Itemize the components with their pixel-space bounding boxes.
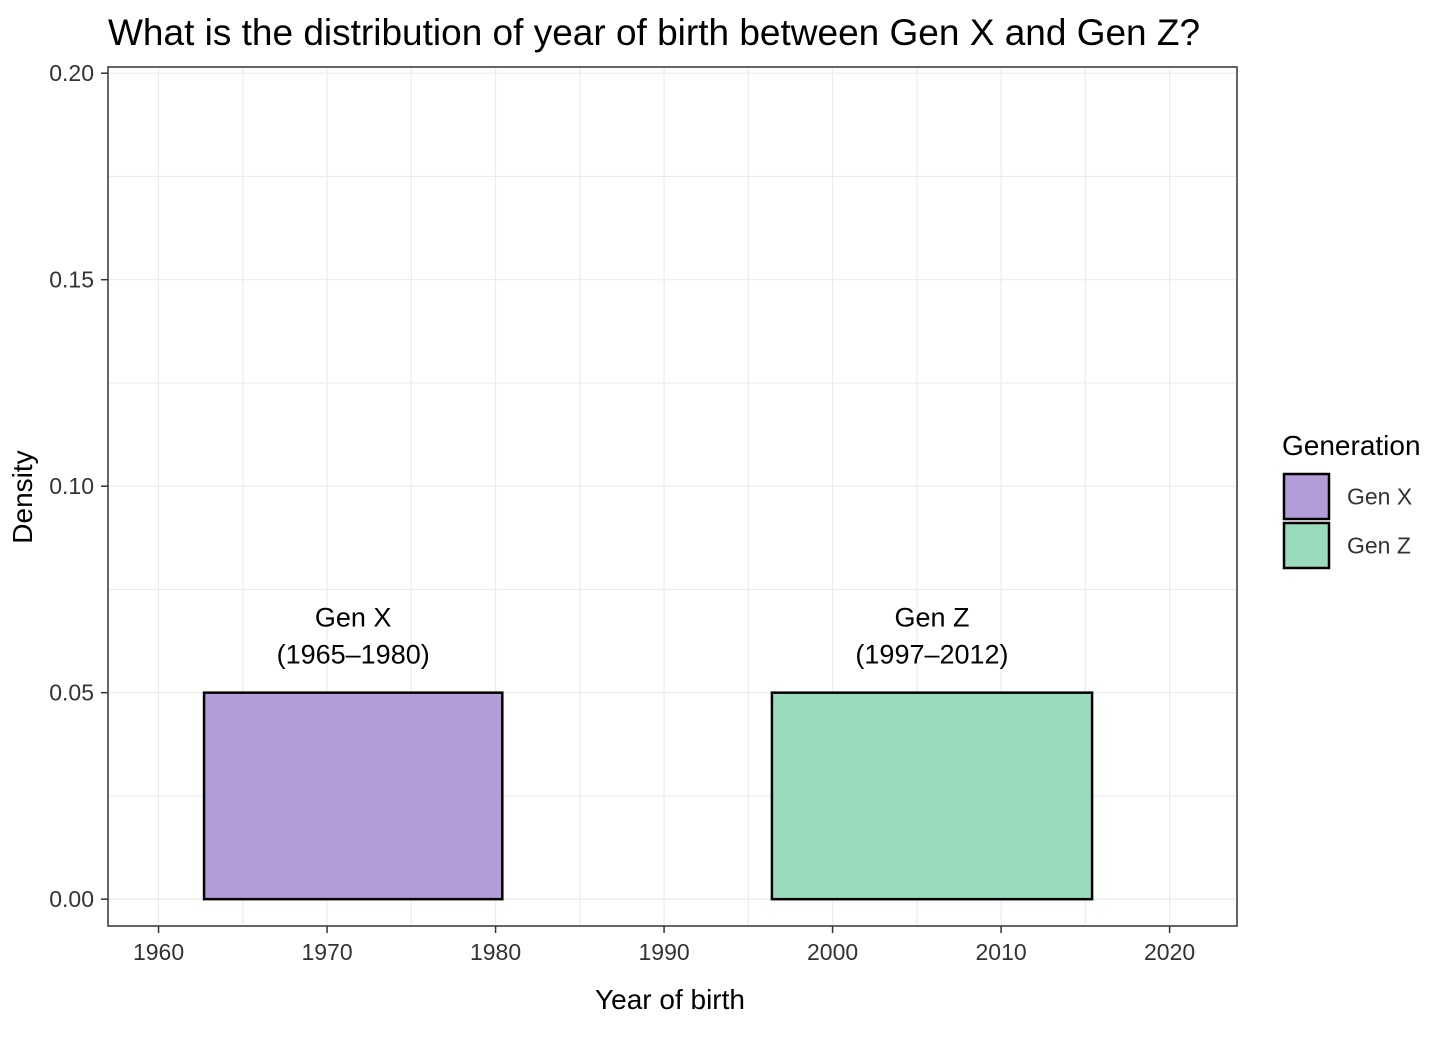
y-tick-label: 0.05 — [49, 680, 94, 706]
panel-border — [107, 66, 1238, 927]
bars — [202, 691, 1094, 901]
annotations: Gen X (1965–1980) Gen Z (1997–2012) — [277, 603, 1009, 670]
chart-title: What is the distribution of year of birt… — [108, 12, 1200, 53]
x-tick-label: 1960 — [133, 939, 184, 965]
y-tick-label: 0.20 — [49, 60, 94, 86]
legend: Generation Gen X Gen Z — [1282, 430, 1421, 570]
x-tick-label: 1990 — [638, 939, 689, 965]
x-tick-label: 1970 — [301, 939, 352, 965]
bar-gen-z — [770, 691, 1094, 901]
y-axis-label: Density — [7, 450, 38, 543]
legend-title: Generation — [1282, 430, 1421, 461]
x-tick-label: 2020 — [1144, 939, 1195, 965]
bar-annotation: (1997–2012) — [855, 640, 1008, 670]
legend-label: Gen X — [1347, 484, 1412, 510]
y-axis: 0.00 0.05 0.10 0.15 0.20 — [49, 60, 108, 912]
y-tick-label: 0.15 — [49, 267, 94, 293]
bar-gen-x — [202, 691, 504, 901]
x-tick-label: 2010 — [976, 939, 1027, 965]
legend-label: Gen Z — [1347, 533, 1411, 559]
legend-items: Gen X Gen Z — [1282, 472, 1412, 570]
bar-annotation: Gen Z — [894, 603, 969, 633]
legend-key-gen-x — [1282, 472, 1331, 521]
y-tick-label: 0.00 — [49, 886, 94, 912]
y-tick-label: 0.10 — [49, 473, 94, 499]
bar-annotation: Gen X — [315, 603, 392, 633]
legend-key-gen-z — [1282, 521, 1331, 570]
x-axis-label: Year of birth — [595, 984, 745, 1015]
x-axis: 1960 1970 1980 1990 2000 2010 2020 — [133, 926, 1195, 965]
x-tick-label: 2000 — [807, 939, 858, 965]
x-tick-label: 1980 — [470, 939, 521, 965]
bar-annotation: (1965–1980) — [277, 640, 430, 670]
